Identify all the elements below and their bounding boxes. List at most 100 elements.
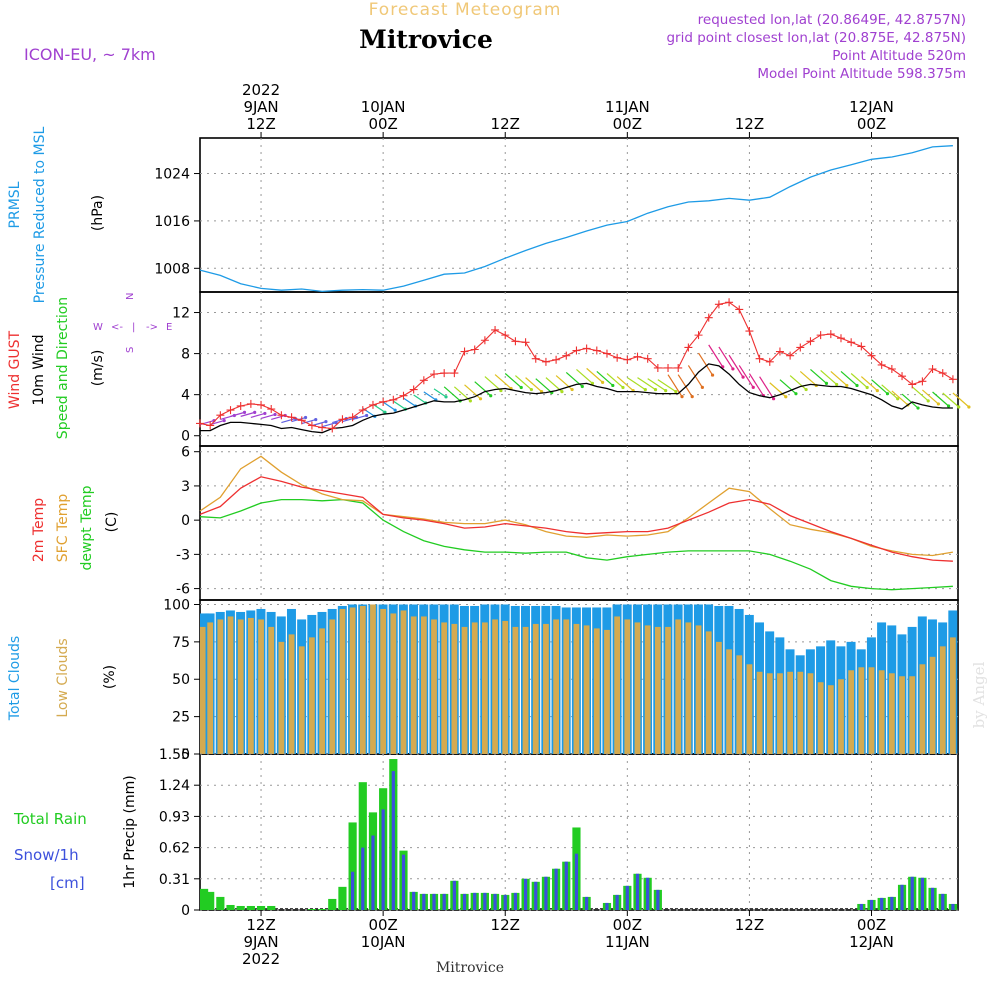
- wind-gust-marker: [796, 343, 805, 352]
- low-cloud-bar: [380, 608, 387, 754]
- y-tick-label: 1016: [154, 214, 190, 230]
- y-tick-label: 0: [181, 747, 190, 763]
- snow-unit: [cm]: [50, 874, 85, 892]
- snow-bar: [361, 847, 365, 910]
- wind-arrow-head: [383, 410, 387, 414]
- low-cloud-bar: [654, 626, 661, 754]
- rain-bar: [348, 822, 357, 910]
- rain-bar: [318, 908, 327, 910]
- wind-direction-arrow: [952, 392, 970, 408]
- wind-direction-arrow: [850, 373, 868, 388]
- bottom-time-label: 12Z: [491, 916, 520, 934]
- total-clouds-label: Total Clouds: [7, 636, 23, 721]
- wind-arrow-head: [865, 385, 869, 390]
- wind-direction-arrow: [789, 375, 807, 391]
- compass-south: S: [125, 347, 136, 353]
- wind-gust-marker: [491, 325, 500, 334]
- wind-arrow-head: [468, 399, 472, 403]
- wind-gust-marker: [552, 355, 561, 364]
- wind-gust-marker: [257, 400, 266, 409]
- low-cloud-bar: [838, 679, 844, 754]
- wind-arrow-head: [611, 383, 615, 388]
- panel-frame-2: [199, 291, 959, 447]
- low-clouds-label: Low Clouds: [55, 638, 71, 717]
- wind-gust-marker: [674, 363, 683, 372]
- wind-gust-marker: [226, 406, 235, 415]
- low-cloud-bar: [370, 604, 376, 754]
- wind-direction-arrow: [443, 386, 461, 402]
- snow-bar: [859, 903, 863, 910]
- y-tick-label: 100: [163, 597, 190, 613]
- snow-bar: [646, 877, 650, 910]
- wind-arrow-head: [946, 404, 951, 408]
- y-tick-label: 0: [181, 429, 190, 445]
- temp-2m-line: [199, 476, 953, 562]
- low-cloud-bar: [624, 619, 631, 754]
- wind-direction-arrow: [616, 376, 634, 392]
- wind-direction-arrow: [820, 369, 838, 385]
- low-cloud-bar: [634, 622, 641, 754]
- temp-grid: -6 -3 0 3 6: [176, 445, 958, 600]
- panel-frame-3: [199, 445, 959, 601]
- wind-gust-marker: [806, 337, 815, 346]
- wind-direction-arrow: [240, 411, 255, 417]
- wind-gust-marker: [399, 391, 408, 400]
- low-cloud-bar: [247, 617, 254, 754]
- precip-ylabel: 1hr Precip (mm): [122, 775, 138, 888]
- wind-gust-marker: [409, 385, 418, 394]
- y-tick-label: 0.93: [159, 809, 190, 825]
- compass-north: N: [125, 293, 136, 300]
- low-cloud-bar: [492, 619, 498, 754]
- wind-direction-arrow: [748, 373, 764, 396]
- wind-arrow-head: [560, 390, 564, 394]
- wind-arrow-head: [835, 382, 839, 387]
- low-cloud-bar: [878, 670, 885, 754]
- point-altitude: Point Altitude 520m: [832, 48, 966, 64]
- wind-arrow-head: [242, 410, 247, 414]
- y-tick-label: 75: [172, 635, 190, 651]
- low-cloud-bar: [268, 626, 275, 754]
- wind-arrow-head: [489, 394, 493, 398]
- wind-direction-arrow: [301, 418, 316, 425]
- wind-direction-arrow: [433, 388, 447, 398]
- wind-gust-marker: [928, 365, 937, 373]
- low-cloud-bar: [644, 625, 651, 754]
- wind-gust-marker: [816, 331, 825, 340]
- snow-bar: [452, 880, 456, 910]
- low-cloud-bar: [481, 622, 488, 754]
- low-cloud-bar: [950, 637, 956, 754]
- wind-direction-arrow: [525, 377, 542, 393]
- wind-gust-marker: [877, 360, 886, 369]
- model-label: ICON-EU, ~ 7km: [24, 45, 156, 64]
- wind-arrow-head: [680, 395, 684, 399]
- top-time-label: 00Z: [613, 115, 642, 133]
- wind-gust-marker: [725, 298, 734, 307]
- wind-gust-marker: [277, 411, 286, 420]
- wind-arrow-head: [855, 383, 859, 388]
- bottom-time-label: 00Z: [857, 916, 886, 934]
- wind-arrow-head: [444, 395, 448, 399]
- wind-arrow-head: [263, 411, 267, 416]
- wind-arrow-head: [393, 408, 397, 412]
- low-cloud-bar: [400, 610, 407, 754]
- wind-gust-marker: [440, 369, 449, 378]
- y-tick-label: 25: [172, 710, 190, 726]
- snow-bar: [351, 871, 355, 910]
- wind-gust-marker: [775, 347, 784, 356]
- wind-arrow-head: [674, 390, 678, 394]
- pressure-label-short: PRMSL: [7, 181, 23, 228]
- low-cloud-bar: [227, 616, 234, 754]
- wind-arrow-head: [253, 410, 257, 414]
- wind-gust-marker: [348, 413, 357, 422]
- top-time-label: 12Z: [491, 115, 520, 133]
- wind-arrow-head: [875, 388, 879, 393]
- y-tick-label: 0.31: [159, 872, 190, 888]
- compass-east: E: [166, 322, 172, 333]
- wind-direction-arrow: [718, 346, 734, 370]
- compass-center: |: [132, 322, 135, 333]
- wind-arrow-head: [936, 402, 940, 406]
- wind-arrow-head: [804, 387, 808, 392]
- wind-arrow-head: [967, 405, 971, 409]
- y-tick-label: 1008: [154, 261, 190, 277]
